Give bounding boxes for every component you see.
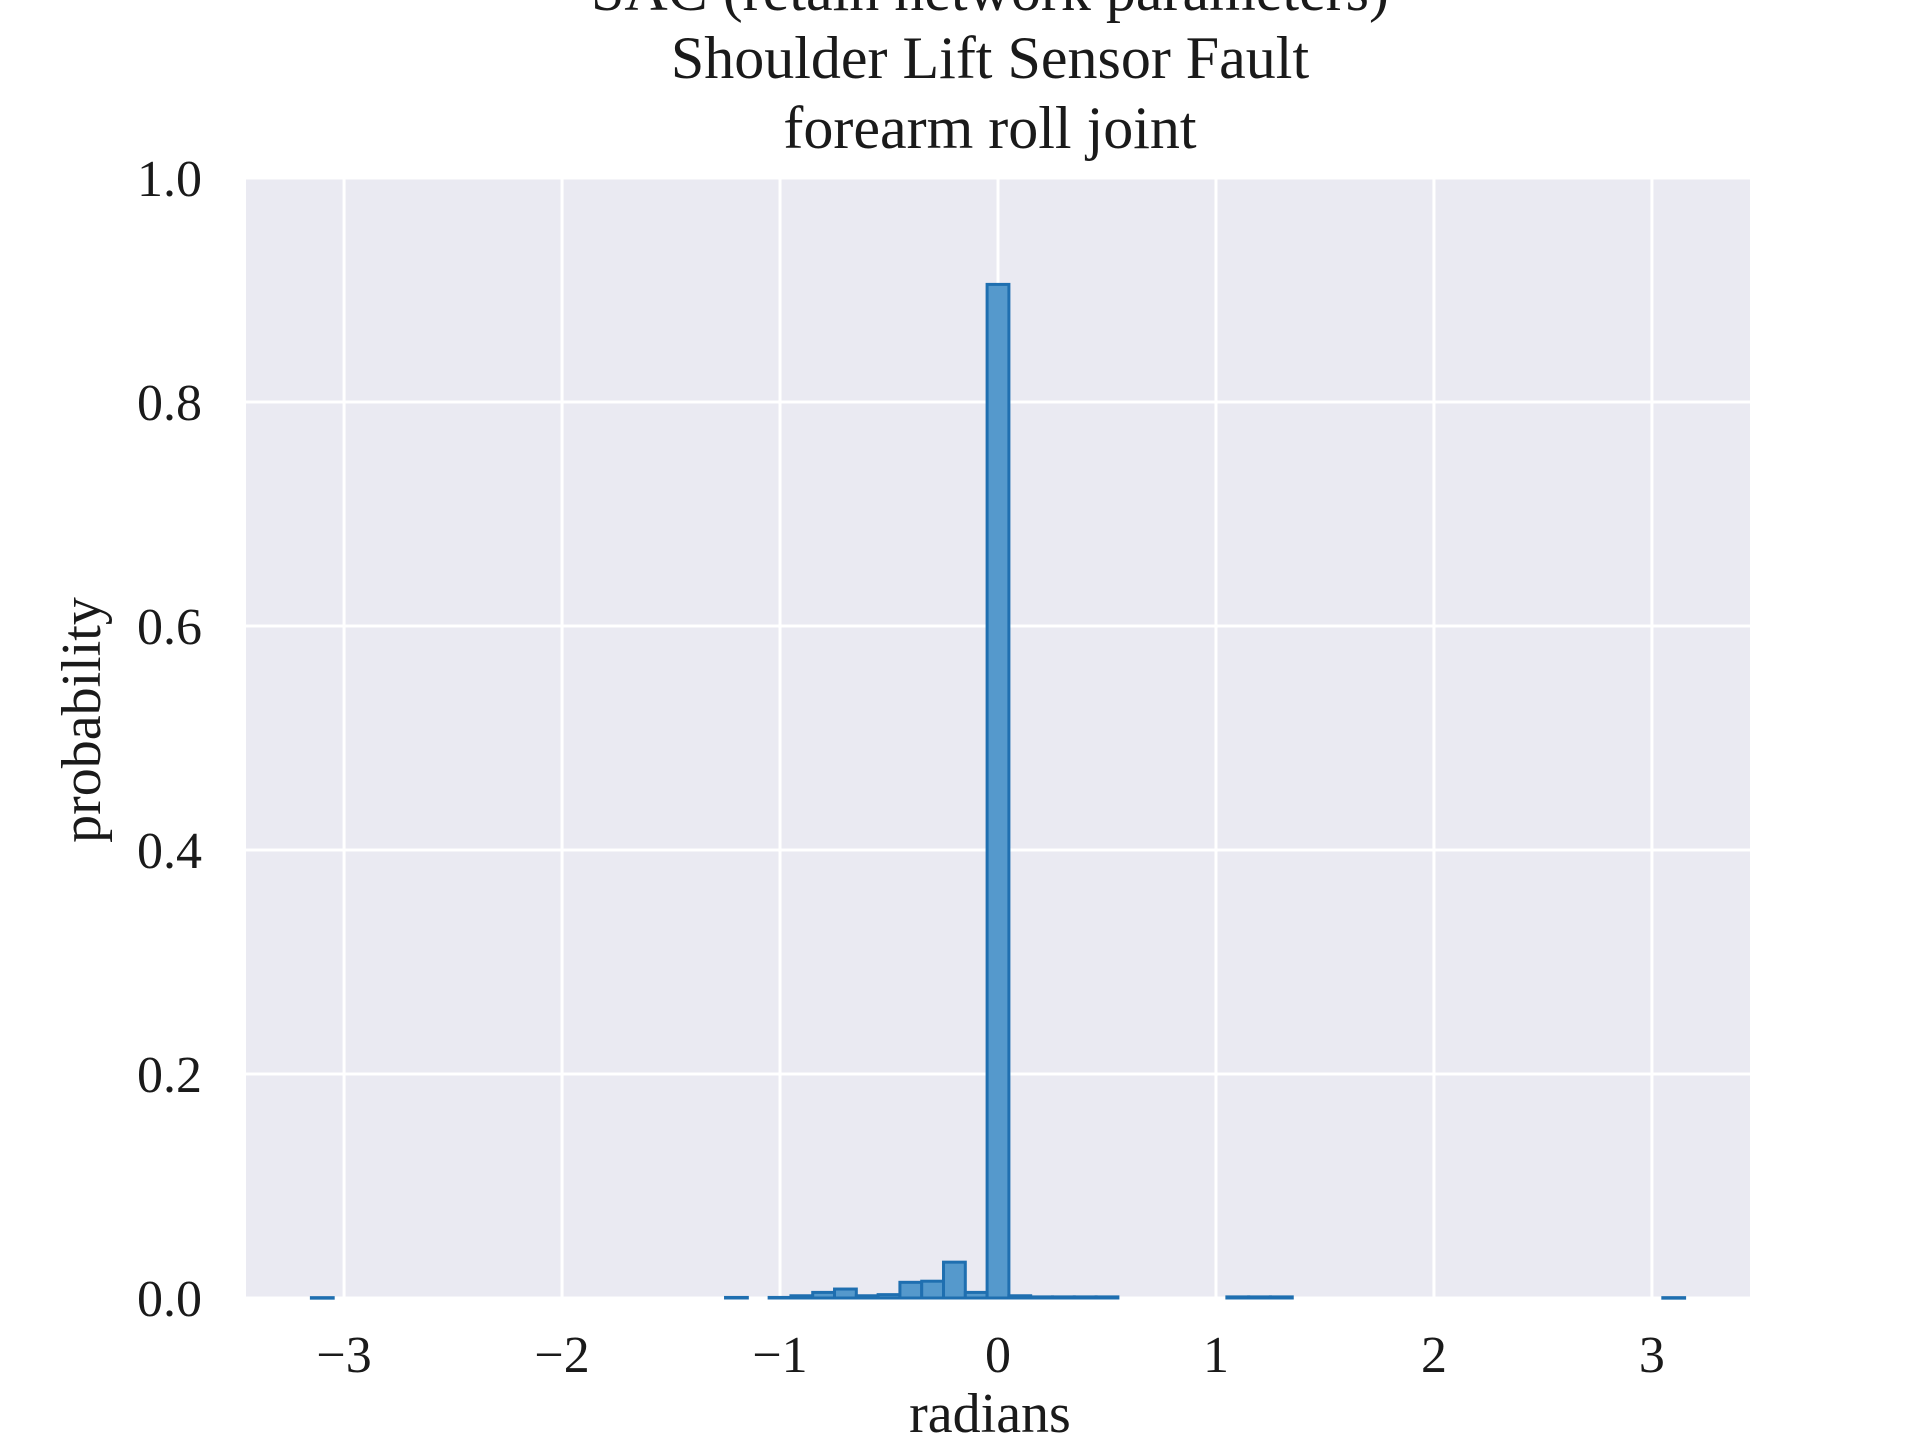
histogram-bar <box>854 1294 880 1300</box>
chart-title: SAC (retain network parameters) Shoulder… <box>591 0 1389 161</box>
histogram-bar <box>1661 1296 1687 1300</box>
histogram-bar <box>309 1296 335 1300</box>
y-axis-label: probability <box>51 597 113 843</box>
histogram-bars <box>309 282 1687 1300</box>
x-tick-label: 2 <box>1421 1327 1447 1384</box>
y-tick-label: 0.4 <box>137 823 202 880</box>
x-tick-label: −1 <box>752 1327 807 1384</box>
histogram-bar <box>1094 1295 1120 1300</box>
histogram-bar <box>920 1279 946 1300</box>
histogram-bar <box>942 1260 967 1300</box>
histogram-bar <box>1029 1295 1054 1300</box>
histogram-bar <box>1072 1295 1098 1300</box>
histogram-bar <box>1247 1295 1272 1300</box>
histogram-bar <box>1225 1295 1251 1300</box>
histogram-bar <box>876 1293 902 1300</box>
histogram-bar <box>985 282 1011 1300</box>
x-tick-label: −2 <box>534 1327 589 1384</box>
histogram-bar <box>1268 1295 1294 1300</box>
y-axis-ticks: 0.0 0.2 0.4 0.6 0.8 1.0 <box>137 151 202 1328</box>
histogram-bar <box>811 1290 837 1300</box>
y-tick-label: 0.0 <box>137 1271 202 1328</box>
chart-title-line-1: SAC (retain network parameters) <box>591 0 1389 23</box>
y-tick-label: 0.8 <box>137 375 202 432</box>
x-tick-label: −3 <box>316 1327 371 1384</box>
histogram-bar <box>767 1295 793 1300</box>
x-tick-label: 0 <box>985 1327 1011 1384</box>
y-tick-label: 1.0 <box>137 151 202 208</box>
x-tick-label: 1 <box>1203 1327 1229 1384</box>
chart-title-line-2: Shoulder Lift Sensor Fault <box>671 25 1310 91</box>
histogram-bar <box>1007 1294 1033 1300</box>
histogram-bar <box>963 1290 989 1300</box>
histogram-bar <box>898 1280 924 1300</box>
histogram-bar <box>1050 1295 1076 1300</box>
y-tick-label: 0.6 <box>137 599 202 656</box>
x-tick-label: 3 <box>1639 1327 1665 1384</box>
histogram-bar <box>833 1287 858 1300</box>
x-axis-label: radians <box>909 1383 1071 1440</box>
histogram-bar <box>724 1295 749 1300</box>
histogram-bar <box>789 1294 815 1300</box>
chart-title-line-3: forearm roll joint <box>783 95 1197 161</box>
x-axis-ticks: −3 −2 −1 0 1 2 3 <box>316 1327 1664 1384</box>
y-tick-label: 0.2 <box>137 1047 202 1104</box>
